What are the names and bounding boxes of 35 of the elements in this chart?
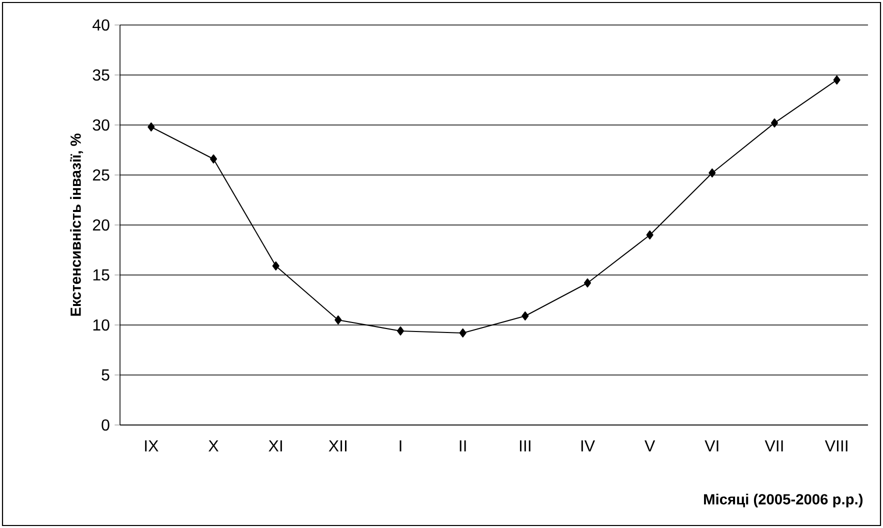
- y-tick-label: 40: [92, 19, 110, 31]
- y-tick-label: 15: [93, 269, 110, 281]
- x-tick-label: II: [460, 440, 466, 452]
- point: [148, 122, 155, 132]
- point: [646, 230, 654, 240]
- x-tick-label: XI: [268, 440, 282, 452]
- x-tick-label: III: [520, 440, 530, 452]
- point: [396, 326, 404, 336]
- point: [770, 118, 778, 128]
- x-tick-label: VI: [704, 440, 718, 452]
- y-tick-label: 5: [102, 369, 110, 381]
- y-tick-label: 0: [102, 419, 110, 431]
- y-tick-label: 20: [92, 219, 110, 231]
- point: [522, 311, 529, 321]
- point: [584, 278, 592, 288]
- point: [210, 154, 218, 164]
- point: [833, 75, 840, 85]
- x-tick-label: X: [208, 440, 218, 452]
- x-tick-label: IV: [581, 440, 595, 452]
- x-tick-label: V: [644, 440, 656, 452]
- point: [272, 261, 280, 271]
- x-tick-label: IX: [145, 440, 158, 452]
- y-axis-title: Екстенсивність інвазії, %: [70, 134, 84, 316]
- y-tick-label: 10: [93, 319, 110, 331]
- y-tick-label: 25: [92, 169, 110, 181]
- x-tick-label: I: [400, 440, 402, 452]
- x-tick-label: XII: [328, 440, 346, 452]
- x-tick-label: VII: [764, 440, 783, 452]
- point: [708, 168, 716, 178]
- y-tick-label: 35: [92, 69, 110, 81]
- x-tick-label: VIII: [824, 440, 848, 452]
- point: [459, 328, 466, 338]
- x-axis-title: Місяці (2005-2006 р.р.): [704, 494, 863, 508]
- y-tick-label: 30: [92, 119, 110, 131]
- point: [334, 315, 342, 325]
